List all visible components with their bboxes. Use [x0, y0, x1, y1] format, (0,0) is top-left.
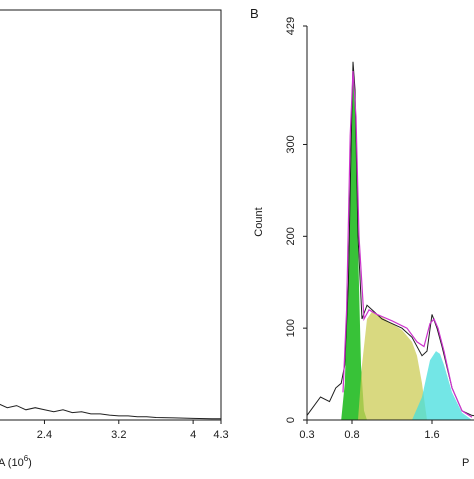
- panel-a-x-axis-title: A (106): [0, 454, 32, 469]
- panel-b-x-ticks: 0.3 0.8 1.6: [299, 420, 440, 441]
- panel-a-series-line: [0, 403, 221, 420]
- panel-a-x-tick-label: 2.4: [37, 429, 52, 441]
- panel-b-x-tick-label: 1.6: [424, 429, 439, 441]
- panel-b-letter: B: [250, 6, 259, 21]
- panel-a-x-tick-label: 4: [190, 429, 196, 441]
- panel-b-y-axis-title: Count: [253, 207, 265, 236]
- panel-b-cyan-peak-area: [412, 351, 472, 420]
- panel-b-fitted-areas: [341, 61, 472, 421]
- panel-b: B 0 100 200 300 429 0.3 0.8 1.6 Count P: [250, 6, 474, 469]
- panel-b-y-tick-label: 429: [285, 17, 297, 35]
- panel-a-x-ticks: 2.4 3.2 4 4.3: [37, 420, 229, 441]
- panel-b-series-lines: [306, 61, 474, 418]
- panel-b-y-tick-label: 200: [285, 227, 297, 245]
- panel-b-x-axis-title: P: [462, 457, 469, 469]
- panel-b-y-tick-label: 300: [285, 135, 297, 153]
- panel-a-x-tick-label: 3.2: [111, 429, 126, 441]
- panel-a-plot-frame: [0, 9, 222, 421]
- panel-b-histogram-line: [306, 61, 474, 417]
- panel-b-x-tick-label: 0.3: [299, 429, 314, 441]
- panel-b-y-ticks: 0 100 200 300 429: [285, 17, 307, 423]
- panel-b-fit-line: [342, 70, 473, 418]
- panel-b-yellow-area: [358, 311, 427, 420]
- panel-b-y-tick-label: 0: [285, 417, 297, 423]
- panel-b-green-peak-area: [341, 61, 367, 421]
- panel-a: 2.4 3.2 4 4.3 A (106): [0, 9, 229, 469]
- panel-a-x-tick-label: 4.3: [213, 429, 228, 441]
- panel-b-y-tick-label: 100: [285, 319, 297, 337]
- panel-b-x-tick-label: 0.8: [344, 429, 359, 441]
